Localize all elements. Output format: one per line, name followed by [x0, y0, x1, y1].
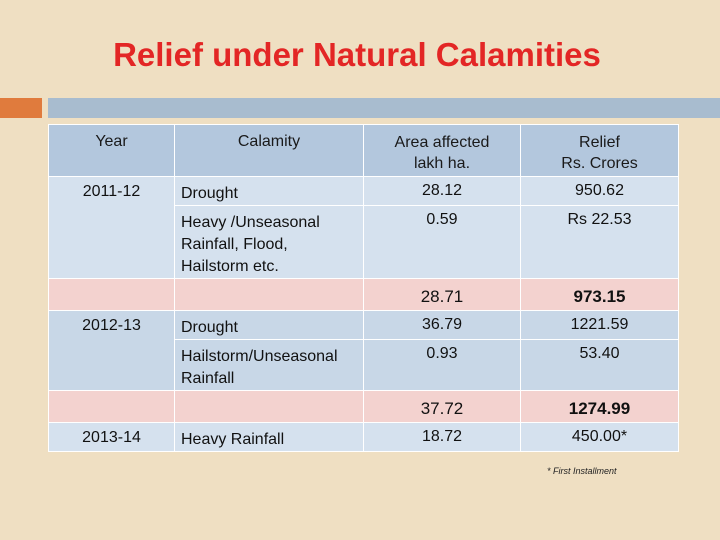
relief-cell: 53.40 — [520, 339, 679, 391]
relief-cell: 450.00* — [520, 422, 679, 452]
table-header-row: Year Calamity Area affected lakh ha. Rel… — [48, 124, 679, 177]
table-row: 2012-13 Drought 36.79 1221.59 — [48, 310, 679, 391]
relief-cell: Rs 22.53 — [520, 205, 679, 279]
header-relief-line2: Rs. Crores — [561, 155, 638, 172]
area-cell: 18.72 — [363, 422, 521, 452]
relief-cell: 1221.59 — [520, 310, 679, 340]
total-relief-cell: 973.15 — [520, 278, 679, 311]
year-cell — [48, 278, 175, 311]
calamity-cell: Heavy /Unseasonal Rainfall, Flood, Hails… — [174, 205, 364, 279]
area-cell: 28.12 — [363, 176, 521, 206]
calamity-cell: Drought — [174, 176, 364, 206]
total-area-cell: 37.72 — [363, 390, 521, 423]
year-cell: 2011-12 — [48, 176, 175, 279]
header-relief: Relief Rs. Crores — [520, 124, 679, 177]
area-cell: 0.59 — [363, 205, 521, 279]
year-cell: 2013-14 — [48, 422, 175, 452]
area-cell: 36.79 — [363, 310, 521, 340]
header-area-affected: Area affected lakh ha. — [363, 124, 521, 177]
total-relief-cell: 1274.99 — [520, 390, 679, 423]
header-relief-line1: Relief — [579, 134, 620, 151]
accent-bar-orange — [0, 98, 42, 118]
table-row: Heavy /Unseasonal Rainfall, Flood, Hails… — [49, 205, 679, 279]
total-row: 28.71 973.15 — [48, 278, 679, 311]
relief-cell: 950.62 — [520, 176, 679, 206]
table-row: Hailstorm/Unseasonal Rainfall 0.93 53.40 — [49, 339, 679, 391]
area-cell: 0.93 — [363, 339, 521, 391]
footnote: * First Installment — [547, 466, 617, 476]
year-cell — [48, 390, 175, 423]
header-area-line1: Area affected — [394, 134, 490, 151]
header-year: Year — [48, 124, 175, 177]
calamity-cell: Drought — [174, 310, 364, 340]
total-row: 37.72 1274.99 — [48, 390, 679, 423]
calamity-cell: Hailstorm/Unseasonal Rainfall — [174, 339, 364, 391]
header-calamity: Calamity — [174, 124, 364, 177]
header-area-line2: lakh ha. — [413, 155, 471, 172]
table-row: 2011-12 Drought 28.12 950.62 — [48, 176, 679, 279]
table-row: 2013-14 Heavy Rainfall 18.72 450.00* — [48, 422, 679, 452]
calamity-cell — [174, 278, 364, 311]
calamity-cell — [174, 390, 364, 423]
page-title: Relief under Natural Calamities — [113, 36, 601, 73]
total-area-cell: 28.71 — [363, 278, 521, 311]
accent-bar-blue — [48, 98, 720, 118]
year-cell: 2012-13 — [48, 310, 175, 391]
relief-table: Year Calamity Area affected lakh ha. Rel… — [48, 124, 679, 452]
calamity-cell: Heavy Rainfall — [174, 422, 364, 452]
